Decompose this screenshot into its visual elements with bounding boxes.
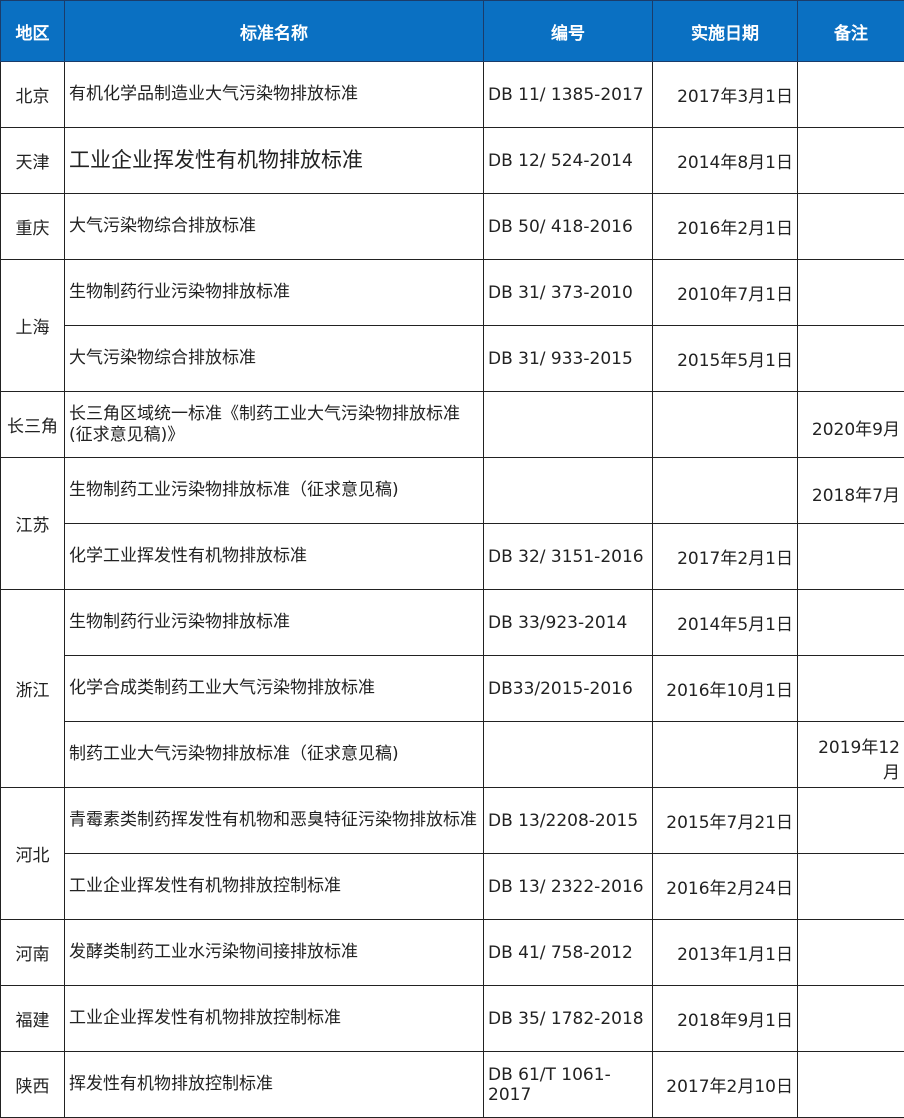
standard-name-cell: 工业企业挥发性有机物排放标准 [65,128,484,194]
header-name: 标准名称 [65,1,484,62]
effective-date-cell: 2014年5月1日 [653,590,798,656]
standard-name-cell: 工业企业挥发性有机物排放控制标准 [65,854,484,920]
effective-date-cell: 2010年7月1日 [653,260,798,326]
note-cell [798,524,904,590]
region-cell: 重庆 [1,194,65,260]
standard-name-cell: 化学工业挥发性有机物排放标准 [65,524,484,590]
header-note: 备注 [798,1,904,62]
note-cell [798,194,904,260]
region-cell: 陕西 [1,1052,65,1118]
effective-date-cell: 2014年8月1日 [653,128,798,194]
header-row: 地区 标准名称 编号 实施日期 备注 [1,1,904,62]
note-cell: 2020年9月 [798,392,904,458]
standard-name-cell: 工业企业挥发性有机物排放控制标准 [65,986,484,1052]
standard-name-cell: 有机化学品制造业大气污染物排放标准 [65,62,484,128]
standard-code-cell: DB 32/ 3151-2016 [484,524,653,590]
note-cell [798,590,904,656]
note-cell [798,62,904,128]
note-cell [798,128,904,194]
effective-date-cell: 2017年2月1日 [653,524,798,590]
region-cell: 上海 [1,260,65,392]
note-cell [798,788,904,854]
effective-date-cell: 2016年10月1日 [653,656,798,722]
note-cell [798,326,904,392]
standard-code-cell [484,458,653,524]
region-cell: 天津 [1,128,65,194]
standard-name-cell: 大气污染物综合排放标准 [65,194,484,260]
standard-name-cell: 大气污染物综合排放标准 [65,326,484,392]
note-cell [798,986,904,1052]
standard-code-cell: DB 13/ 2322-2016 [484,854,653,920]
standard-name-cell: 制药工业大气污染物排放标准（征求意见稿) [65,722,484,788]
standard-name-cell: 生物制药行业污染物排放标准 [65,590,484,656]
effective-date-cell: 2015年7月21日 [653,788,798,854]
standard-code-cell: DB 11/ 1385-2017 [484,62,653,128]
region-cell: 长三角 [1,392,65,458]
standard-code-cell: DB 61/T 1061-2017 [484,1052,653,1118]
table-row: 江苏生物制药工业污染物排放标准（征求意见稿)2018年7月 [1,458,904,524]
effective-date-cell: 2016年2月24日 [653,854,798,920]
standard-code-cell: DB 12/ 524-2014 [484,128,653,194]
effective-date-cell [653,458,798,524]
standard-name-cell: 长三角区域统一标准《制药工业大气污染物排放标准(征求意见稿)》 [65,392,484,458]
note-cell [798,260,904,326]
note-cell [798,656,904,722]
region-cell: 河南 [1,920,65,986]
standard-code-cell [484,722,653,788]
effective-date-cell: 2017年3月1日 [653,62,798,128]
note-cell [798,854,904,920]
effective-date-cell [653,392,798,458]
standard-code-cell [484,392,653,458]
standard-name-cell: 发酵类制药工业水污染物间接排放标准 [65,920,484,986]
header-region: 地区 [1,1,65,62]
standard-code-cell: DB 41/ 758-2012 [484,920,653,986]
region-cell: 河北 [1,788,65,920]
standard-name-cell: 挥发性有机物排放控制标准 [65,1052,484,1118]
note-cell: 2019年12月 [798,722,904,788]
effective-date-cell: 2016年2月1日 [653,194,798,260]
effective-date-cell: 2015年5月1日 [653,326,798,392]
header-code: 编号 [484,1,653,62]
effective-date-cell: 2013年1月1日 [653,920,798,986]
standard-code-cell: DB 33/923-2014 [484,590,653,656]
standard-code-cell: DB 13/2208-2015 [484,788,653,854]
standard-code-cell: DB 50/ 418-2016 [484,194,653,260]
effective-date-cell: 2017年2月10日 [653,1052,798,1118]
region-cell: 浙江 [1,590,65,788]
effective-date-cell [653,722,798,788]
note-cell [798,920,904,986]
standard-name-cell: 青霉素类制药挥发性有机物和恶臭特征污染物排放标准 [65,788,484,854]
region-cell: 江苏 [1,458,65,590]
table-row: 长三角长三角区域统一标准《制药工业大气污染物排放标准(征求意见稿)》 2020年9… [1,392,904,458]
note-cell [798,1052,904,1118]
header-date: 实施日期 [653,1,798,62]
region-cell: 福建 [1,986,65,1052]
standard-name-cell: 生物制药工业污染物排放标准（征求意见稿) [65,458,484,524]
effective-date-cell: 2018年9月1日 [653,986,798,1052]
standard-code-cell: DB 31/ 933-2015 [484,326,653,392]
standard-code-cell: DB33/2015-2016 [484,656,653,722]
standard-code-cell: DB 31/ 373-2010 [484,260,653,326]
standard-code-cell: DB 35/ 1782-2018 [484,986,653,1052]
standard-name-cell: 化学合成类制药工业大气污染物排放标准 [65,656,484,722]
note-cell: 2018年7月 [798,458,904,524]
region-cell: 北京 [1,62,65,128]
table-row: 制药工业大气污染物排放标准（征求意见稿) 2019年12月 [1,722,904,788]
standard-name-cell: 生物制药行业污染物排放标准 [65,260,484,326]
